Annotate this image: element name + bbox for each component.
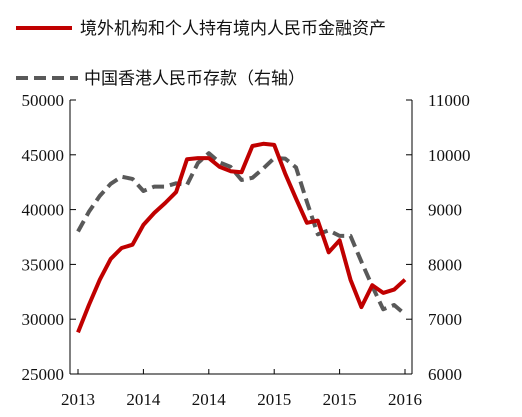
plot-frame [69, 100, 413, 375]
x-tick-label: 2014 [192, 390, 227, 409]
legend-label-assets: 境外机构和个人持有境内人民币金融资产 [80, 19, 386, 39]
x-tick-label: 2015 [257, 390, 291, 409]
right-tick-label: 8000 [428, 255, 462, 274]
right-tick-label: 6000 [428, 365, 462, 384]
left-tick-label: 30000 [22, 310, 65, 329]
x-tick-label: 2015 [323, 390, 357, 409]
legend-label-deposits: 中国香港人民币存款（右轴） [84, 69, 305, 89]
series-line-deposits [76, 151, 407, 316]
left-tick-label: 35000 [22, 255, 65, 274]
x-tick-label: 2014 [126, 390, 161, 409]
legend: 境外机构和个人持有境内人民币金融资产 中国香港人民币存款（右轴） [16, 19, 386, 89]
x-tick-label: 2016 [388, 390, 422, 409]
right-tick-label: 9000 [428, 201, 462, 220]
x-axis-ticks: 2013 2014 2014 2015 2015 2016 [61, 369, 422, 409]
left-tick-label: 25000 [22, 365, 65, 384]
left-axis-ticks: 25000 30000 35000 40000 45000 50000 [22, 91, 76, 384]
right-tick-label: 7000 [428, 310, 462, 329]
left-tick-label: 50000 [22, 91, 65, 110]
left-tick-label: 40000 [22, 201, 65, 220]
series-layer [76, 141, 407, 334]
right-tick-label: 11000 [428, 91, 470, 110]
right-axis-ticks: 6000 7000 8000 9000 10000 11000 [406, 91, 471, 384]
series-line-assets [76, 141, 407, 334]
right-tick-label: 10000 [428, 146, 471, 165]
x-tick-label: 2013 [61, 390, 95, 409]
left-tick-label: 45000 [22, 146, 65, 165]
